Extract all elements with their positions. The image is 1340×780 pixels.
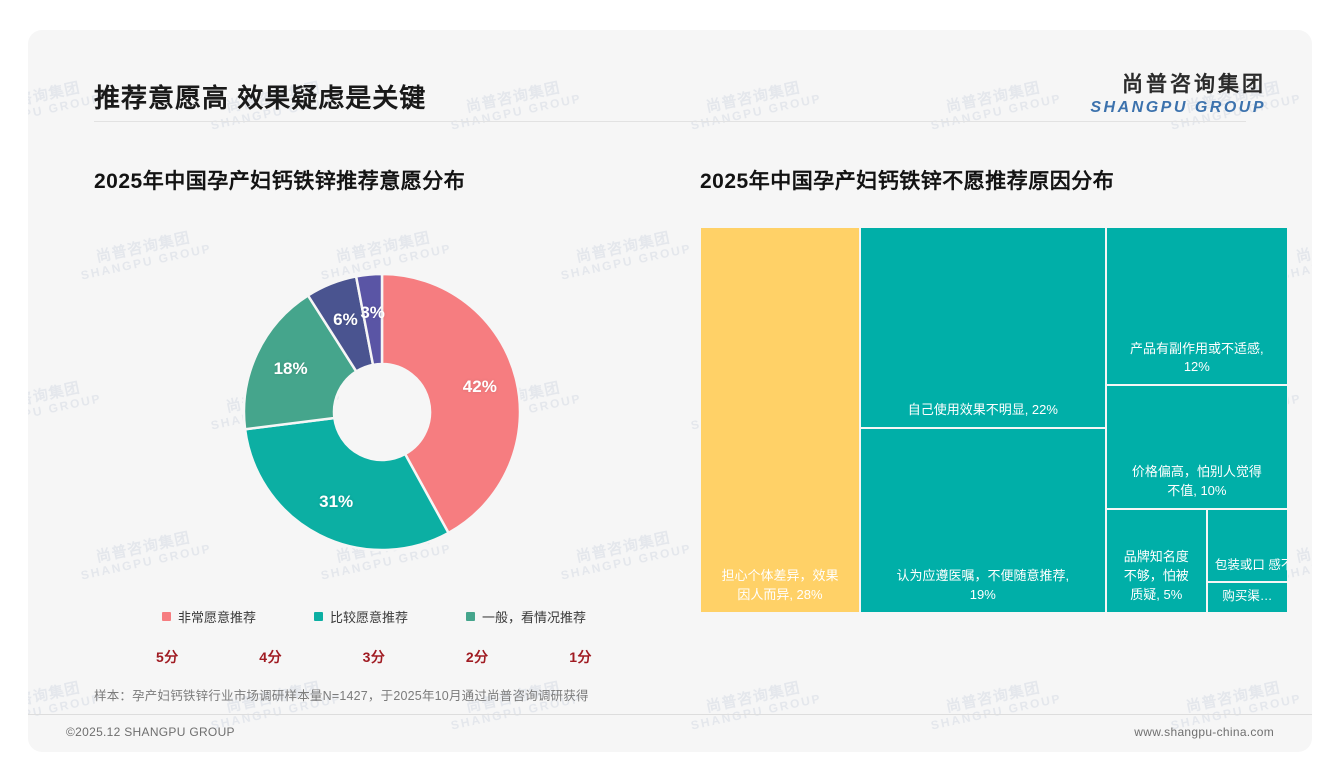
score-scale-item: 3分 (362, 649, 386, 665)
sample-footnote: 样本：孕产妇钙铁锌行业市场调研样本量N=1427，于2025年10月通过尚普咨询… (94, 689, 589, 703)
left-chart-title: 2025年中国孕产妇钙铁锌推荐意愿分布 (94, 170, 466, 193)
donut-chart-svg (242, 272, 522, 552)
legend-swatch-icon (313, 611, 323, 621)
legend-swatch-icon (161, 611, 171, 621)
donut-legend-item[interactable]: 比较愿意推荐 (313, 607, 408, 626)
treemap-cell[interactable]: 自己使用效果不明显, 22% (859, 227, 1106, 428)
page-title: 推荐意愿高 效果疑虑是关键 (94, 83, 427, 113)
donut-legend-item[interactable]: 一般，看情况推荐 (466, 607, 586, 626)
treemap-cell[interactable]: 购买渠… (1206, 582, 1288, 613)
score-scale-item: 2分 (465, 649, 489, 665)
treemap-cell-label: 包装或口 感不满意, 3% (1214, 557, 1287, 572)
treemap-cell-label: 担心个体差异，效果 因人而异, 28% (721, 568, 839, 603)
donut-legend-label: 一般，看情况推荐 (482, 609, 587, 625)
treemap-cell[interactable]: 包装或口 感不满意, 3% (1206, 508, 1288, 583)
slide-canvas: 尚普咨询集团 SHANGPU GROUP 尚普咨询集团 SHANGPU GROUP 尚普… (28, 30, 1312, 752)
panel-refusal-reasons: 2025年中国孕产妇钙铁锌不愿推荐原因分布 担心个体差异，效果 因人而异, 28… (700, 165, 1288, 613)
score-scale-item: 4分 (259, 649, 283, 665)
footer-copyright: ©2025.12 SHANGPU GROUP (66, 725, 235, 739)
treemap-cell-label: 产品有副作用或不适感, 12% (1130, 340, 1264, 375)
donut-chart: 42% 31% 18% 6% 3% (94, 227, 654, 597)
donut-legend: 非常愿意推荐 比较愿意推荐 一般，看情况推荐 (94, 603, 654, 629)
donut-legend-label: 非常愿意推荐 (177, 609, 256, 625)
panel-recommendation-willingness: 2025年中国孕产妇钙铁锌推荐意愿分布 42% 31% 18% 6% 3% 非常愿意推荐… (94, 165, 654, 667)
treemap-cell[interactable]: 品牌知名度 不够，怕被 质疑, 5% (1105, 508, 1207, 613)
footer-divider (28, 714, 1312, 715)
treemap-cell[interactable]: 认为应遵医嘱，不便随意推荐, 19% (859, 427, 1106, 613)
donut-slice-value: 18% (273, 358, 308, 378)
score-scale-row: 5分 4分 3分 2分 1分 (94, 647, 654, 667)
header-divider (94, 121, 1246, 122)
donut-legend-item[interactable]: 非常愿意推荐 (161, 607, 256, 626)
treemap-cell[interactable]: 价格偏高，怕别人觉得 不值, 10% (1105, 385, 1288, 509)
treemap-cell[interactable]: 产品有副作用或不适感, 12% (1105, 227, 1288, 386)
donut-legend-label: 比较愿意推荐 (329, 609, 408, 625)
treemap-cell-label: 认为应遵医嘱，不便随意推荐, 19% (896, 568, 1070, 603)
right-chart-title: 2025年中国孕产妇钙铁锌不愿推荐原因分布 (700, 170, 1115, 193)
logo-chinese-text: 尚普咨询集团 (1122, 73, 1266, 96)
slide-header: 推荐意愿高 效果疑虑是关键 尚普咨询集团 SHANGPU GROUP (28, 30, 1312, 120)
legend-swatch-icon (466, 611, 475, 621)
donut-slice-value: 42% (462, 376, 497, 396)
treemap-cell-label: 品牌知名度 不够，怕被 质疑, 5% (1123, 549, 1189, 603)
score-scale-item: 5分 (156, 649, 179, 665)
brand-logo: 尚普咨询集团 SHANGPU GROUP (1090, 68, 1266, 117)
treemap-cell[interactable]: 担心个体差异，效果 因人而异, 28% (700, 227, 860, 613)
score-scale-item: 1分 (569, 649, 592, 665)
donut-slice-value: 3% (360, 303, 385, 323)
slide-footer: ©2025.12 SHANGPU GROUP www.shangpu-china… (28, 714, 1312, 752)
treemap-cell-label: 自己使用效果不明显, 22% (907, 401, 1058, 417)
treemap-cell-label: 购买渠… (1222, 588, 1273, 603)
treemap-chart: 担心个体差异，效果 因人而异, 28% 自己使用效果不明显, 22% 认为应遵医嘱，… (700, 227, 1288, 613)
donut-slice-value: 31% (319, 491, 354, 511)
donut-slice[interactable] (243, 416, 451, 552)
donut-slice[interactable] (380, 272, 522, 535)
donut-slice-value: 6% (333, 309, 358, 329)
footer-website: www.shangpu-china.com (1134, 725, 1274, 739)
treemap-cell-label: 价格偏高，怕别人觉得 不值, 10% (1131, 464, 1262, 498)
logo-english-text: SHANGPU GROUP (1090, 99, 1266, 116)
donut-slice[interactable] (354, 272, 384, 367)
